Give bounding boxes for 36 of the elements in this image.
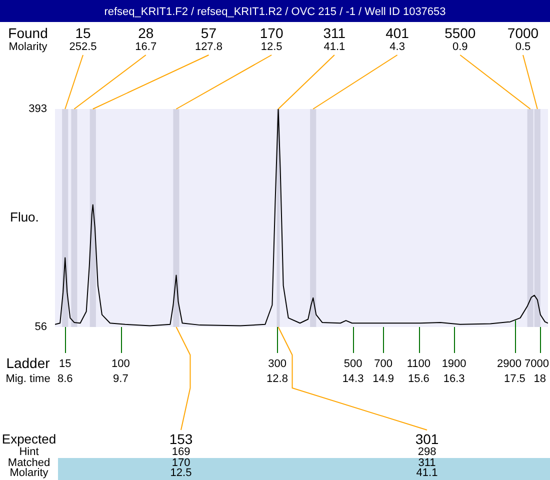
text: Found Molarity xyxy=(8,24,48,54)
annotation: 57 127.8 xyxy=(194,24,222,54)
annotation: 15 252.5 xyxy=(69,24,97,54)
x-tick-label: 9.7 xyxy=(113,373,128,386)
annotation: 300 xyxy=(268,358,286,370)
annotation: 401 4.3 xyxy=(386,24,410,54)
annotation: 2900 xyxy=(497,358,522,370)
x-tick-label: 16.3 xyxy=(443,373,465,386)
x-tick-label: 12.8 xyxy=(266,373,288,386)
x-tick-label: 14.3 xyxy=(342,373,364,386)
x-tick-label: 15.6 xyxy=(408,373,430,386)
chart-title: refseq_KRIT1.F2 / refseq_KRIT1.R2 / OVC 215 / -1 / Well ID 1037653 xyxy=(104,6,446,18)
annotation: 500 xyxy=(344,358,362,370)
annotation: 1900 xyxy=(442,358,466,370)
annotation: 7000 xyxy=(524,358,550,370)
annotation: 311 41.1 xyxy=(323,24,346,54)
x-tick-label: 14.9 xyxy=(372,373,394,386)
x-tick-label: 18 xyxy=(534,373,546,386)
annotation: 5500 0.9 xyxy=(444,24,476,54)
x-tick-label: 17.5 xyxy=(504,373,526,386)
text: Expected Hint Matched Molarity xyxy=(2,432,56,480)
annotation: 170 12.5 xyxy=(260,24,284,54)
text: Ladder xyxy=(6,354,50,371)
annotation: 301 298 311 41.1 xyxy=(415,430,439,480)
annotation: 1100 xyxy=(406,358,431,370)
annotation: 7000 0.5 xyxy=(507,24,539,54)
x-tick-label: 8.6 xyxy=(57,373,73,386)
annotation: 28 16.7 xyxy=(135,24,157,54)
x-axis-title: Mig. time xyxy=(6,373,50,386)
y-axis-title: Fluo. xyxy=(10,210,39,225)
y-tick-label: 56 xyxy=(34,321,47,334)
annotation: 15 xyxy=(58,358,72,370)
y-tick-label: 393 xyxy=(28,103,47,116)
annotation: 100 xyxy=(111,358,130,370)
annotation: 153 169 170 12.5 xyxy=(169,430,193,480)
annotation: 700 xyxy=(374,358,393,370)
